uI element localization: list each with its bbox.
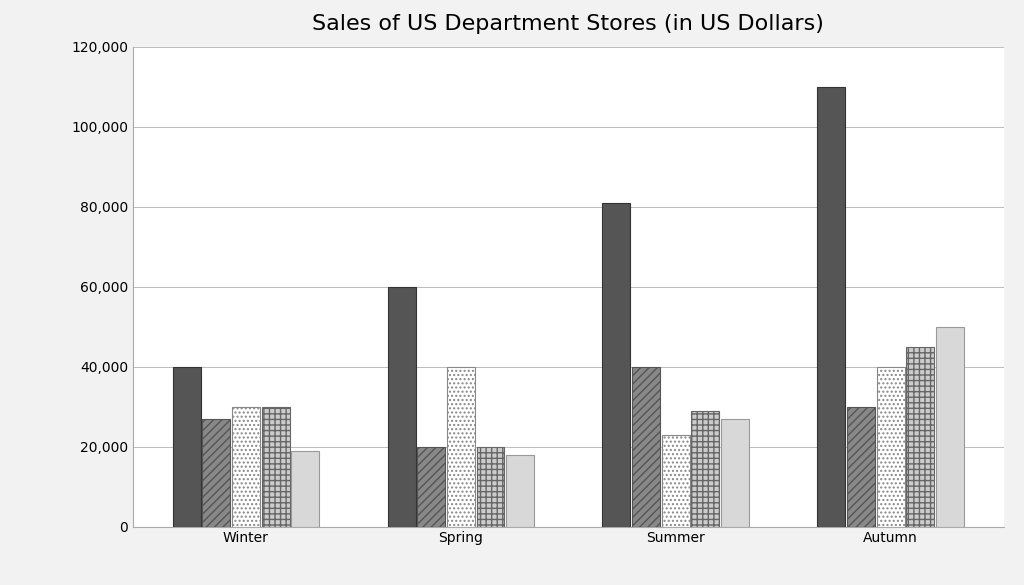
Legend: Women's clothes, Men's clothes, Sports equipment, Cosmetics, Jewellery: Women's clothes, Men's clothes, Sports e… bbox=[1019, 126, 1024, 253]
Bar bbox=[877, 367, 904, 526]
Bar bbox=[602, 203, 631, 526]
Bar bbox=[203, 419, 230, 526]
Bar bbox=[476, 446, 505, 526]
Bar bbox=[262, 407, 290, 526]
Bar bbox=[662, 435, 690, 526]
Bar bbox=[291, 450, 319, 526]
Bar bbox=[936, 326, 964, 526]
Bar bbox=[721, 419, 749, 526]
Bar bbox=[173, 367, 201, 526]
Bar bbox=[417, 446, 445, 526]
Bar bbox=[847, 407, 874, 526]
Bar bbox=[691, 411, 720, 526]
Bar bbox=[388, 287, 416, 526]
Bar bbox=[632, 367, 660, 526]
Title: Sales of US Department Stores (in US Dollars): Sales of US Department Stores (in US Dol… bbox=[312, 14, 824, 34]
Bar bbox=[506, 455, 535, 526]
Bar bbox=[817, 87, 846, 526]
Bar bbox=[232, 407, 260, 526]
Bar bbox=[446, 367, 475, 526]
Bar bbox=[906, 346, 934, 526]
